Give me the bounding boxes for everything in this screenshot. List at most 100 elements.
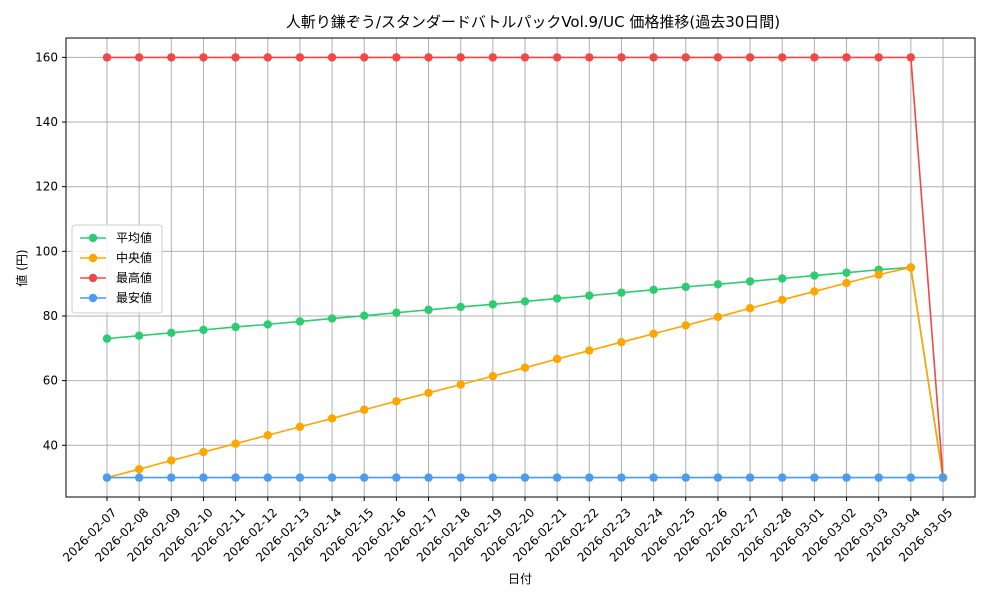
data-point — [713, 473, 723, 482]
data-point — [360, 311, 369, 320]
data-point — [681, 473, 690, 482]
data-point — [617, 337, 626, 347]
data-point — [745, 473, 755, 482]
data-point — [520, 297, 530, 306]
data-point — [552, 294, 562, 303]
data-point — [102, 334, 112, 343]
data-point — [392, 397, 401, 406]
data-point — [520, 363, 530, 372]
data-point — [585, 473, 594, 482]
data-point — [520, 473, 530, 482]
data-point — [102, 53, 112, 62]
data-point — [424, 473, 433, 482]
data-point — [134, 331, 144, 340]
data-point — [778, 274, 787, 283]
data-point — [745, 53, 755, 62]
data-point — [681, 282, 690, 292]
data-point — [810, 287, 819, 296]
data-point — [488, 371, 498, 381]
data-point — [552, 473, 562, 482]
data-point — [231, 439, 240, 448]
data-point — [713, 312, 723, 322]
data-point — [649, 53, 658, 62]
data-point — [906, 473, 916, 482]
series-group — [102, 53, 948, 482]
y-tick-label: 80 — [43, 309, 58, 323]
data-point — [263, 320, 272, 329]
data-point — [874, 270, 883, 279]
legend-marker — [88, 293, 98, 303]
data-point — [649, 473, 658, 482]
y-axis-ticks: 40 60 80 100 120 140 160 — [35, 50, 66, 452]
y-tick-label: 100 — [35, 244, 58, 258]
x-axis-ticks: 2026-02-072026-02-082026-02-092026-02-10… — [60, 497, 955, 565]
data-point — [295, 473, 305, 482]
data-point — [810, 473, 819, 482]
data-point — [199, 53, 208, 62]
data-point — [392, 473, 401, 482]
legend-item: 平均値 — [80, 230, 152, 245]
data-point — [842, 268, 851, 277]
data-point — [488, 300, 498, 309]
data-point — [424, 53, 433, 62]
legend-marker — [88, 253, 98, 263]
data-point — [552, 53, 562, 62]
data-point — [778, 53, 787, 62]
data-point — [745, 277, 755, 286]
plot-area-frame — [65, 37, 976, 498]
data-point — [874, 53, 883, 62]
legend-marker — [88, 233, 98, 243]
data-point — [327, 414, 337, 423]
data-point — [199, 473, 208, 482]
y-tick-label: 120 — [35, 180, 58, 194]
data-point — [681, 53, 690, 62]
data-point — [134, 465, 144, 474]
data-point — [713, 53, 723, 62]
data-point — [263, 53, 272, 62]
y-tick-label: 60 — [43, 374, 58, 388]
data-point — [617, 473, 626, 482]
data-point — [231, 53, 240, 62]
data-point — [456, 380, 465, 389]
series-2 — [102, 53, 948, 482]
data-point — [713, 280, 723, 289]
x-axis-label: 日付 — [508, 572, 532, 586]
data-point — [392, 53, 401, 62]
data-point — [488, 53, 498, 62]
data-point — [134, 53, 144, 62]
legend-item: 最安値 — [80, 290, 152, 305]
data-point — [681, 321, 690, 330]
data-point — [585, 346, 594, 355]
data-point — [456, 473, 465, 482]
grid-lines — [66, 38, 975, 497]
data-point — [102, 473, 112, 482]
data-point — [167, 53, 176, 62]
y-tick-label: 160 — [35, 50, 58, 64]
data-point — [585, 291, 594, 300]
data-point — [231, 473, 240, 482]
data-point — [874, 473, 883, 482]
y-tick-label: 40 — [43, 438, 58, 452]
data-point — [617, 53, 626, 62]
data-point — [392, 308, 401, 317]
data-point — [906, 263, 916, 272]
chart-title: 人斬り鎌ぞう/スタンダードバトルパックVol.9/UC 価格推移(過去30日間) — [286, 13, 780, 31]
legend-label: 最高値 — [116, 270, 152, 285]
data-point — [327, 314, 337, 323]
data-point — [424, 305, 433, 315]
data-point — [488, 473, 498, 482]
series-0 — [102, 263, 948, 482]
data-point — [231, 322, 240, 332]
data-point — [778, 473, 787, 482]
data-point — [327, 53, 337, 62]
data-point — [167, 473, 176, 482]
data-point — [842, 53, 851, 62]
y-tick-label: 140 — [35, 115, 58, 129]
data-point — [842, 473, 851, 482]
data-point — [810, 271, 819, 280]
data-point — [649, 329, 658, 338]
data-point — [199, 325, 208, 335]
y-axis-label: 値 (円) — [14, 249, 29, 286]
